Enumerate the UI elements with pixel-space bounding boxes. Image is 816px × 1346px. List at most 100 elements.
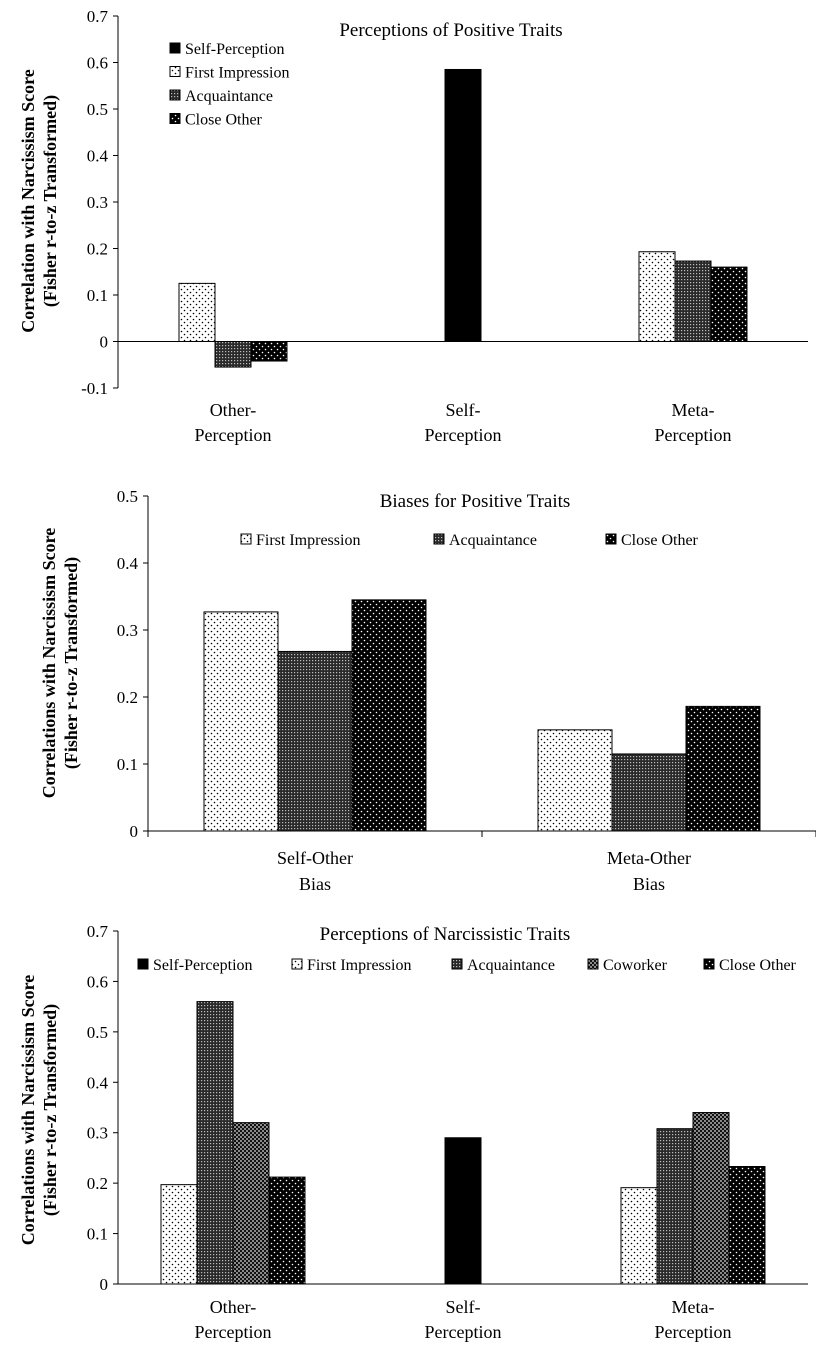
legend-label-first-impression: First Impression <box>307 957 411 974</box>
bar-acquaintance-group-2 <box>611 753 687 832</box>
legend-label-self-perception: Self-Perception <box>185 41 285 58</box>
legend-swatch-acquaintance <box>451 958 463 970</box>
chart-title: Perceptions of Positive Traits <box>339 20 562 41</box>
category-label: Meta- <box>672 1297 715 1317</box>
legend-swatch-first-impression <box>169 66 181 77</box>
category-label: Perception <box>425 425 502 445</box>
bar-coworker-group-3 <box>692 1112 730 1285</box>
legend-swatch-self-perception <box>169 42 181 54</box>
legend: Self-Perception First Impression Acquainta… <box>137 957 797 974</box>
legend-swatch-close-other <box>703 958 715 970</box>
y-tick-label: 0.3 <box>87 1124 108 1143</box>
category-label: Bias <box>299 874 331 894</box>
y-axis-label-line2: (Fisher r-to-z Transformed) <box>40 95 61 307</box>
y-tick-label: 0.1 <box>117 755 138 774</box>
category-labels: Self-Other Bias Meta-Other Bias <box>277 848 691 894</box>
legend-swatch-close-other <box>169 113 181 124</box>
y-tick-label: 0.5 <box>117 487 138 506</box>
bar-close-other-group-2 <box>685 705 761 832</box>
category-label: Meta- <box>672 400 715 420</box>
chart-title: Perceptions of Narcissistic Traits <box>320 924 571 945</box>
y-tick-label: 0.7 <box>87 7 109 26</box>
legend-label-acquaintance: Acquaintance <box>449 532 537 549</box>
bar-self-perception-group-2 <box>444 1137 482 1285</box>
y-tick-label: 0.3 <box>117 621 138 640</box>
y-tick-label: 0.7 <box>87 922 109 941</box>
y-tick-label: 0.6 <box>87 972 108 991</box>
bar-close-other-group-3 <box>710 266 748 343</box>
bar-first-impression-group-2 <box>537 729 613 832</box>
category-label: Self- <box>446 400 481 420</box>
bars <box>203 599 761 832</box>
bar-first-impression-group-1 <box>160 1184 198 1285</box>
y-axis-label-line2: (Fisher r-to-z Transformed) <box>40 1004 61 1216</box>
y-tick-label: 0.4 <box>87 147 109 166</box>
bar-acquaintance-group-1 <box>196 1001 234 1285</box>
category-label: Other- <box>210 400 257 420</box>
category-label: Self- <box>446 1297 481 1317</box>
y-tick-label: 0.2 <box>87 1174 108 1193</box>
bar-first-impression-group-3 <box>638 251 676 343</box>
y-tick-label: 0 <box>100 1275 109 1294</box>
bar-coworker-group-1 <box>232 1122 270 1285</box>
legend-label-close-other: Close Other <box>719 957 797 974</box>
category-label: Bias <box>633 874 665 894</box>
y-axis-label-line1: Correlation with Narcissism Score <box>18 69 38 332</box>
y-tick-label: 0.1 <box>87 286 108 305</box>
category-label: Perception <box>195 1322 272 1342</box>
legend-swatch-close-other <box>605 533 617 545</box>
category-labels: Other- Perception Self- Perception Meta- Perc… <box>195 400 732 445</box>
category-label: Perception <box>195 425 272 445</box>
category-label: Self-Other <box>277 848 353 868</box>
chart-positive-traits-perceptions: Perceptions of Positive Traits Correlati… <box>18 7 808 445</box>
legend: Self-Perception First Impression Acquainta… <box>169 41 289 129</box>
y-tick-label: 0.4 <box>87 1073 109 1092</box>
bar-acquaintance-group-1 <box>277 650 353 832</box>
y-axis-label-line2: (Fisher r-to-z Transformed) <box>61 557 82 769</box>
legend-label-acquaintance: Acquaintance <box>185 88 273 105</box>
legend: First Impression Acquaintance Close Other <box>240 532 699 549</box>
legend-swatch-first-impression <box>240 533 252 545</box>
chart-title: Biases for Positive Traits <box>380 491 571 512</box>
legend-swatch-first-impression <box>291 958 303 970</box>
legend-label-coworker: Coworker <box>603 957 668 974</box>
y-tick-label: 0.5 <box>87 1023 108 1042</box>
category-label: Other- <box>210 1297 257 1317</box>
legend-label-close-other: Close Other <box>621 532 699 549</box>
bars <box>178 68 748 368</box>
category-label: Perception <box>655 425 732 445</box>
bar-first-impression-group-3 <box>620 1187 658 1285</box>
legend-label-first-impression: First Impression <box>185 65 289 82</box>
chart-positive-traits-biases: Biases for Positive Traits Correlations … <box>39 487 816 894</box>
category-label: Meta-Other <box>607 848 691 868</box>
y-axis-label-line1: Correlations with Narcissism Score <box>39 528 59 798</box>
legend-swatch-coworker <box>587 958 599 970</box>
bar-close-other-group-3 <box>728 1166 766 1285</box>
y-tick-label: -0.1 <box>81 379 108 398</box>
y-tick-label: 0.6 <box>87 54 108 73</box>
y-tick-label: 0.2 <box>117 688 138 707</box>
legend-swatch-acquaintance <box>169 89 181 101</box>
y-tick-label: 0.1 <box>87 1225 108 1244</box>
category-label: Perception <box>655 1322 732 1342</box>
bar-close-other-group-1 <box>351 599 427 832</box>
y-tick-label: 0 <box>100 333 109 352</box>
legend-label-first-impression: First Impression <box>256 532 360 549</box>
category-label: Perception <box>425 1322 502 1342</box>
legend-label-close-other: Close Other <box>185 112 263 129</box>
legend-label-acquaintance: Acquaintance <box>467 957 555 974</box>
bar-acquaintance-group-3 <box>656 1128 694 1285</box>
bar-first-impression-group-1 <box>178 282 216 342</box>
y-axis-label-line1: Correlations with Narcissism Score <box>18 975 38 1245</box>
y-tick-label: 0.3 <box>87 193 108 212</box>
y-tick-label: 0 <box>130 822 139 841</box>
bar-close-other-group-1 <box>268 1176 306 1285</box>
y-tick-label: 0.2 <box>87 240 108 259</box>
legend-label-self-perception: Self-Perception <box>153 957 253 974</box>
chart-narcissistic-traits-perceptions: Perceptions of Narcissistic Traits Corre… <box>18 922 808 1342</box>
legend-swatch-acquaintance <box>433 533 445 545</box>
bar-acquaintance-group-1 <box>214 341 252 368</box>
y-tick-label: 0.4 <box>117 554 139 573</box>
bars <box>160 1001 766 1285</box>
